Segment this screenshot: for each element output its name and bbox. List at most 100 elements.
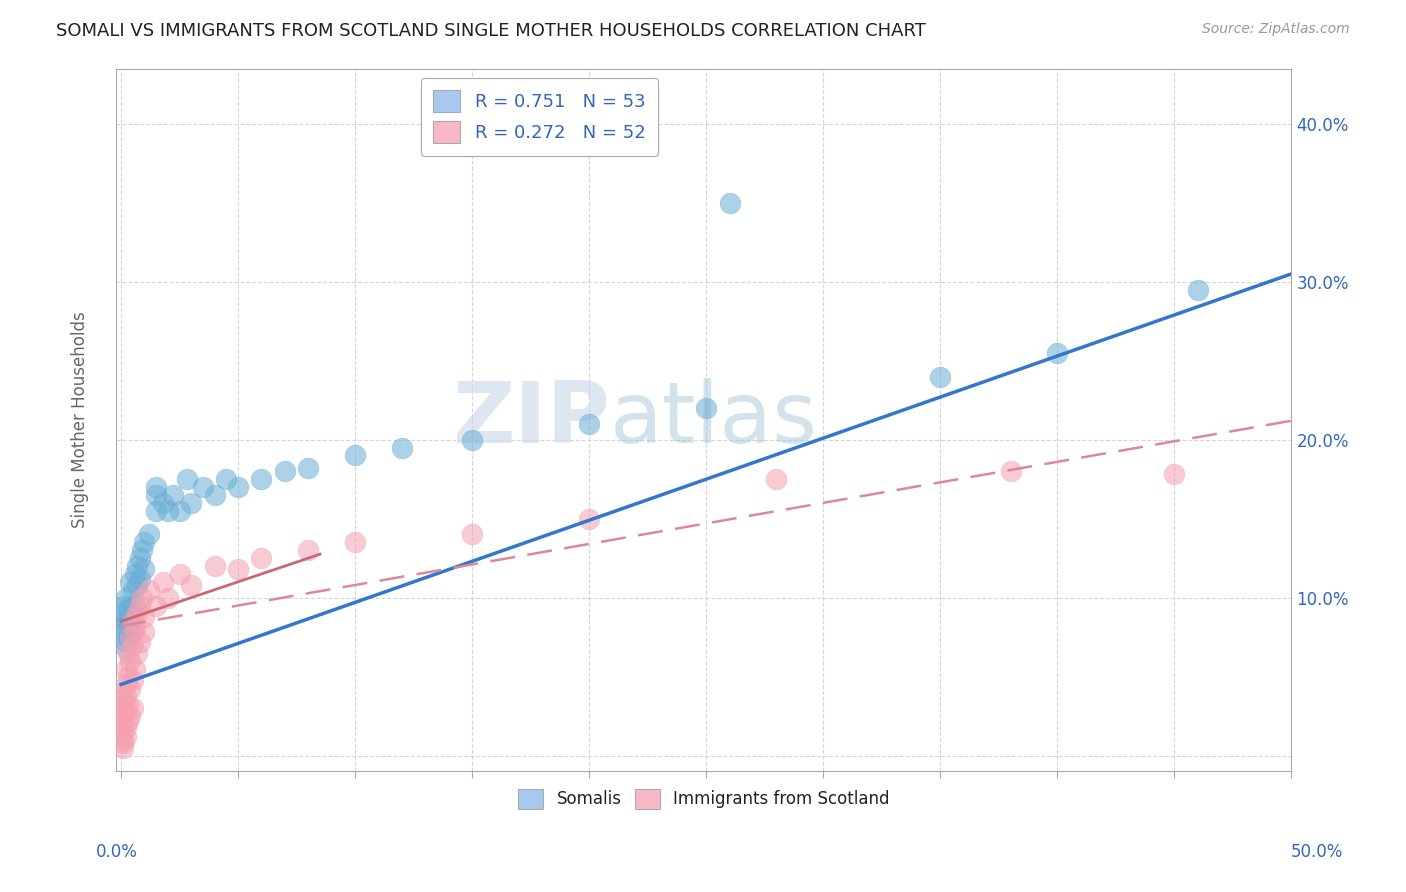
Point xyxy=(204,559,226,574)
Point xyxy=(145,599,167,613)
Point xyxy=(145,504,167,518)
Point xyxy=(112,625,135,640)
Point xyxy=(274,464,297,478)
Point xyxy=(156,504,179,518)
Text: Source: ZipAtlas.com: Source: ZipAtlas.com xyxy=(1202,22,1350,37)
Point xyxy=(128,572,150,586)
Point xyxy=(120,654,142,668)
Point xyxy=(120,682,142,697)
Point xyxy=(124,622,146,636)
Point xyxy=(204,488,226,502)
Point xyxy=(152,574,174,589)
Point xyxy=(929,369,952,384)
Point xyxy=(391,441,413,455)
Point xyxy=(120,574,142,589)
Point xyxy=(297,461,319,475)
Point xyxy=(117,670,139,684)
Point xyxy=(215,472,238,486)
Point xyxy=(226,480,249,494)
Text: 50.0%: 50.0% xyxy=(1291,843,1343,861)
Point xyxy=(114,677,136,691)
Point xyxy=(120,630,142,644)
Point xyxy=(344,449,367,463)
Point xyxy=(138,582,160,597)
Point xyxy=(134,625,156,640)
Text: 0.0%: 0.0% xyxy=(96,843,138,861)
Point xyxy=(297,543,319,558)
Text: atlas: atlas xyxy=(610,378,818,461)
Point xyxy=(156,591,179,605)
Point xyxy=(344,535,367,549)
Point xyxy=(121,615,143,629)
Point xyxy=(169,504,191,518)
Point xyxy=(112,701,135,715)
Point xyxy=(578,511,600,525)
Point xyxy=(114,730,136,744)
Point xyxy=(112,717,135,731)
Point xyxy=(117,630,139,644)
Point xyxy=(124,662,146,676)
Point xyxy=(121,625,143,640)
Text: ZIP: ZIP xyxy=(453,378,610,461)
Point xyxy=(114,720,136,734)
Point xyxy=(250,551,273,566)
Point xyxy=(114,641,136,656)
Point xyxy=(117,603,139,617)
Point xyxy=(112,736,135,750)
Point xyxy=(121,701,143,715)
Point xyxy=(128,551,150,566)
Text: SOMALI VS IMMIGRANTS FROM SCOTLAND SINGLE MOTHER HOUSEHOLDS CORRELATION CHART: SOMALI VS IMMIGRANTS FROM SCOTLAND SINGL… xyxy=(56,22,927,40)
Point xyxy=(152,496,174,510)
Point xyxy=(112,709,135,723)
Point xyxy=(112,740,135,755)
Point xyxy=(121,582,143,597)
Point xyxy=(114,662,136,676)
Point xyxy=(250,472,273,486)
Point xyxy=(121,673,143,687)
Point xyxy=(124,566,146,581)
Point xyxy=(169,566,191,581)
Point xyxy=(124,599,146,613)
Point xyxy=(114,615,136,629)
Point xyxy=(120,615,142,629)
Point xyxy=(1187,283,1209,297)
Point xyxy=(131,591,153,605)
Point xyxy=(134,535,156,549)
Point xyxy=(765,472,787,486)
Point xyxy=(1163,467,1185,482)
Point xyxy=(114,635,136,649)
Legend: Somalis, Immigrants from Scotland: Somalis, Immigrants from Scotland xyxy=(512,782,896,816)
Point xyxy=(180,496,202,510)
Point xyxy=(718,195,741,210)
Point xyxy=(120,709,142,723)
Point xyxy=(162,488,184,502)
Point xyxy=(138,527,160,541)
Point xyxy=(180,578,202,592)
Point xyxy=(112,685,135,699)
Point xyxy=(128,635,150,649)
Point xyxy=(112,725,135,739)
Y-axis label: Single Mother Households: Single Mother Households xyxy=(72,311,89,528)
Point xyxy=(461,527,484,541)
Point xyxy=(1046,346,1069,360)
Point xyxy=(134,609,156,624)
Point xyxy=(114,591,136,605)
Point xyxy=(120,599,142,613)
Point xyxy=(114,689,136,703)
Point xyxy=(112,732,135,747)
Point xyxy=(112,607,135,621)
Point xyxy=(695,401,717,416)
Point xyxy=(1000,464,1022,478)
Point xyxy=(121,607,143,621)
Point xyxy=(176,472,198,486)
Point xyxy=(131,543,153,558)
Point xyxy=(112,599,135,613)
Point xyxy=(127,607,149,621)
Point xyxy=(578,417,600,431)
Point xyxy=(114,704,136,718)
Point xyxy=(134,562,156,576)
Point xyxy=(127,578,149,592)
Point xyxy=(461,433,484,447)
Point xyxy=(191,480,214,494)
Point xyxy=(127,559,149,574)
